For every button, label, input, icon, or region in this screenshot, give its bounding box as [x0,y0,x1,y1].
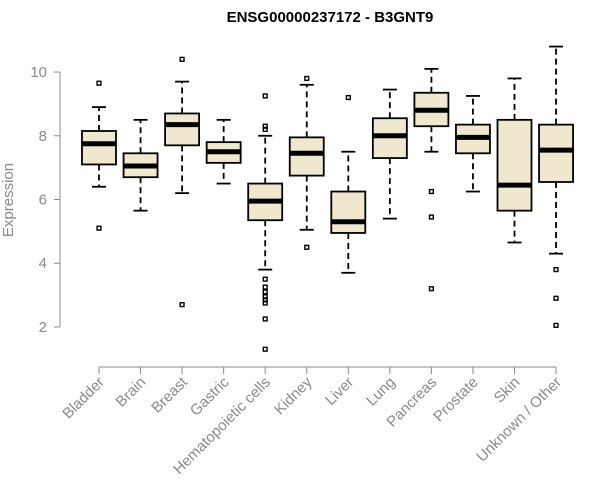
outlier-point [262,276,268,282]
outlier-point [179,56,185,62]
iqr-box [288,136,325,177]
outlier-point [262,284,268,290]
outlier-point [553,295,559,301]
boxes-group [81,45,574,352]
iqr-box [538,123,574,183]
x-tick-label: Kidney [271,373,316,418]
box-breast [164,56,201,308]
y-axis: 2 4 6 8 10 [30,64,61,336]
box-unknown-other [538,45,574,328]
outlier-point [304,75,310,82]
y-axis-label: Expression [0,163,17,237]
box-skin [496,77,533,244]
x-tick-label: Skin [491,374,524,407]
x-tick-label: Breast [148,373,191,416]
box-lung [371,88,408,220]
outlier-point [428,214,434,220]
box-liver [330,94,367,274]
y-tick-label: 2 [39,319,47,336]
box-brain [122,118,159,212]
outlier-point [179,302,185,308]
box-kidney [288,75,325,250]
iqr-box [164,112,201,147]
outlier-point [262,316,268,322]
x-tick-label: Liver [322,374,357,409]
box-hematopoietic-cells [247,93,284,352]
outlier-point [262,300,268,306]
outlier-point [428,188,434,195]
outlier-point [553,322,559,328]
outlier-point [345,94,351,101]
outlier-point [262,346,268,352]
outlier-point [96,225,102,231]
outlier-point [96,80,102,86]
box-gastric [205,118,242,185]
chart-title: ENSG00000237172 - B3GNT9 [227,9,434,26]
iqr-box [330,190,367,234]
y-tick-label: 10 [30,64,47,81]
outlier-point [262,126,268,133]
iqr-box [81,130,117,166]
x-tick-label: Brain [113,374,150,411]
outlier-point [262,289,268,295]
outlier-point [304,244,310,250]
x-tick-label: Lung [363,374,399,410]
x-tick-label: Prostate [430,374,482,426]
outlier-point [428,286,434,292]
x-tick-label: Bladder [59,374,108,423]
y-tick-label: 8 [39,128,47,145]
y-tick-label: 4 [39,255,47,272]
y-tick-label: 6 [39,192,47,209]
outlier-point [553,266,559,273]
box-pancreas [413,67,450,292]
outlier-point [262,93,268,99]
box-bladder [81,80,117,231]
box-prostate [455,95,491,193]
iqr-box [496,118,533,212]
